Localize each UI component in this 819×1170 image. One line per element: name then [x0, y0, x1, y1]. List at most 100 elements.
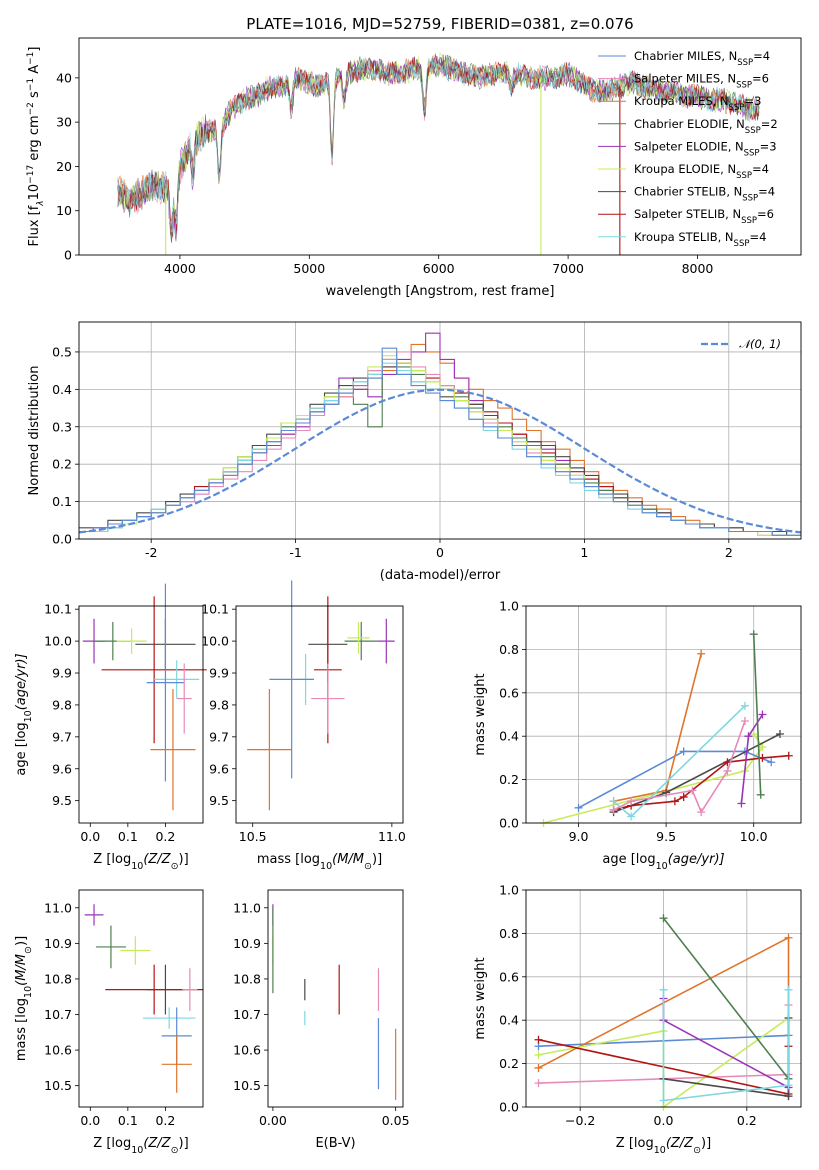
y-tick-label: 0.8	[499, 642, 519, 657]
residual-histogram-panel: -2 -1 0 1 2 0.0 0.1 0.2 0.3 0.4 0.5 𝒩(0, 1) (data-mo…	[27, 321, 802, 583]
label-subscript: λ	[36, 200, 46, 206]
y-tick-label: 9.8	[52, 697, 72, 712]
legend-label: Salpeter STELIB, N	[634, 207, 741, 221]
y-tick-label: 1.0	[499, 883, 519, 898]
weight-marker	[758, 710, 767, 719]
spectrum-line-salpeter-stelib	[117, 53, 760, 237]
y-tick-label: 10.5	[44, 1078, 72, 1093]
y-tick-label: 0.0	[499, 1100, 519, 1115]
y-tick-label: 10.0	[44, 634, 72, 649]
error-bar-point-chabrier-elodie	[95, 925, 126, 969]
label-subscript: 10	[320, 861, 332, 872]
legend-label: Chabrier MILES, N	[634, 49, 737, 63]
x-tick-label: 8000	[682, 261, 714, 276]
x-tick-label: 0.00	[259, 1113, 287, 1128]
weight-marker	[723, 766, 732, 775]
weight-marker	[740, 717, 749, 726]
weight-vs-age-panel: 9.0 9.5 10.0 0.0 0.2 0.4 0.6 0.8 1.0 age [log10(a…	[473, 599, 802, 872]
weight-marker	[609, 797, 618, 806]
axes-frame	[78, 889, 204, 1108]
label-part: (Z/Z	[143, 1136, 171, 1151]
y-tick-label: 0.4	[52, 382, 72, 397]
normal-curve	[78, 388, 802, 534]
y-tick-label: 10.5	[233, 1078, 261, 1093]
error-bar-point-chabrier-elodie	[344, 621, 378, 661]
x-tick-label: 0.2	[155, 1113, 175, 1128]
weight-marker	[659, 1096, 668, 1105]
label-part: (Z/Z	[666, 1136, 694, 1151]
label-part: ]	[27, 47, 42, 52]
label-part: (Z/Z	[143, 852, 171, 867]
legend-tail: =4	[749, 230, 766, 244]
label-part: )]	[372, 852, 382, 867]
weight-line-kroupa-miles	[613, 653, 702, 803]
label-part: 10	[27, 184, 42, 201]
label-part: )]	[14, 936, 29, 946]
legend-entry: Kroupa MILES, NSSP=3	[634, 94, 761, 113]
label-subscript: 10	[23, 710, 34, 722]
y-tick-label: 0.6	[499, 969, 519, 984]
y-tick-label: 0.2	[499, 1056, 519, 1071]
label-part: )]	[701, 1136, 711, 1151]
error-bar-point-kroupa-elodie	[120, 936, 151, 965]
legend-subscript: SSP	[734, 239, 750, 249]
label-part: mass [log	[257, 852, 320, 867]
y-tick-label: 0.2	[499, 772, 519, 787]
weight-marker	[627, 812, 636, 821]
age-vs-metallicity-panel: 0.0 0.1 0.29.59.69.79.89.910.010.1Z [log10…	[14, 583, 207, 872]
y-axis-label: age [log10(age/yr)]	[14, 653, 34, 775]
label-subscript: 10	[131, 1145, 143, 1156]
weight-marker	[574, 803, 583, 812]
x-tick-label: 2	[725, 545, 733, 560]
y-tick-label: 10.1	[44, 602, 72, 617]
y-tick-label: 10.7	[233, 1007, 261, 1022]
x-tick-label: 0.0	[80, 1113, 100, 1128]
legend-label: Chabrier ELODIE, N	[634, 117, 745, 131]
weight-line-salpeter-miles	[613, 720, 746, 814]
weight-vs-metallicity-panel: −0.2 0.0 0.2 0.0 0.2 0.4 0.6 0.8 1.0 Z [log10(Z/Z…	[473, 883, 802, 1156]
legend-label: Kroupa MILES, N	[634, 94, 729, 108]
error-bar-point-kroupa-stelib	[154, 660, 200, 699]
label-subscript: 10	[131, 861, 143, 872]
legend-entry: Chabrier STELIB, NSSP=4	[634, 185, 775, 204]
legend-label: Chabrier STELIB, N	[634, 185, 742, 199]
weight-marker	[534, 1035, 543, 1044]
axes-frame	[78, 605, 204, 824]
label-part: (age/yr)]	[14, 653, 29, 710]
weight-marker	[749, 630, 758, 639]
y-tick-label: 9.9	[209, 666, 229, 681]
label-part: Z [log	[93, 1136, 131, 1151]
y-tick-label: 10	[56, 203, 72, 218]
weight-line-salpeter-elodie	[662, 998, 789, 1089]
legend-tail: =6	[757, 207, 774, 221]
weight-marker	[775, 730, 784, 739]
weight-line-chabrier-miles	[578, 750, 772, 809]
error-bar-point-salpeter-elodie	[84, 904, 104, 926]
x-tick-label: 0.0	[654, 1113, 674, 1128]
weight-marker	[679, 747, 688, 756]
error-bar-point-salpeter-miles	[182, 968, 198, 1011]
label-part: Z [log	[93, 852, 131, 867]
y-tick-label: 10.8	[233, 971, 261, 986]
label-part: )]	[179, 852, 189, 867]
y-tick-label: 0	[64, 248, 72, 263]
x-tick-label: 4000	[164, 261, 196, 276]
label-part: E(B-V)	[315, 1136, 355, 1151]
weight-line-chabrier-elodie	[752, 634, 762, 795]
y-tick-label: 10.6	[233, 1043, 261, 1058]
legend-subscript: SSP	[741, 216, 757, 226]
error-bar-point-kroupa-miles	[150, 688, 196, 811]
y-tick-label: 0.2	[52, 457, 72, 472]
label-subscript: ⊙	[171, 1145, 179, 1156]
mass-vs-metallicity-panel: 0.0 0.1 0.210.510.610.710.810.911.0Z [log1…	[14, 889, 204, 1156]
x-tick-label: 0.1	[118, 1113, 138, 1128]
error-bar-point-kroupa-miles	[247, 688, 292, 811]
error-bar-point-salpeter-miles	[311, 663, 345, 734]
weight-marker	[744, 732, 753, 741]
y-tick-label: 10.0	[201, 634, 229, 649]
mass-vs-ebv-panel: 0.00 0.05 10.5 10.6 10.7 10.8 10.9 11.0 E(B-V)	[233, 889, 410, 1151]
error-bar-point-salpeter-elodie	[377, 618, 395, 664]
x-tick-label: 0.05	[382, 1113, 410, 1128]
label-part: age [log	[14, 722, 29, 775]
